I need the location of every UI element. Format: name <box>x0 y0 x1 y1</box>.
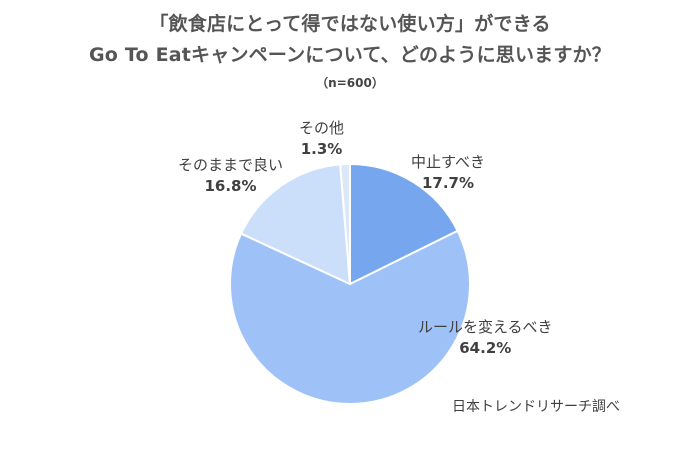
pie-slice-4 <box>339 163 351 285</box>
chart-title-line-1: 「飲食店にとって得ではない使い方」ができる <box>149 13 551 35</box>
slice-name: ルールを変えるべき <box>418 318 553 336</box>
slice-label-1: 中止すべき 17.7% <box>411 152 485 194</box>
slice-label-2: ルールを変えるべき 64.2% <box>418 317 553 359</box>
pie-slice-1 <box>349 163 459 285</box>
slice-percent: 1.3% <box>300 140 343 158</box>
slice-name: その他 <box>299 119 345 137</box>
slice-label-4: その他 1.3% <box>299 118 344 160</box>
pie-slice-2 <box>229 229 471 405</box>
slice-name: そのままで良い <box>178 156 284 174</box>
slice-name: 中止すべき <box>411 153 485 171</box>
slice-label-3: そのままで良い 16.8% <box>178 155 283 197</box>
slice-percent: 64.2% <box>459 339 512 357</box>
slice-percent: 17.7% <box>421 174 474 192</box>
source-credit: 日本トレンドリサーチ調べ <box>452 399 620 415</box>
chart-title-line-2: Go To Eatキャンペーンについて、どのように思いますか？ <box>89 44 611 66</box>
slice-percent: 16.8% <box>204 177 257 195</box>
sample-size: （n=600） <box>316 76 384 90</box>
pie-slice-3 <box>240 163 351 285</box>
